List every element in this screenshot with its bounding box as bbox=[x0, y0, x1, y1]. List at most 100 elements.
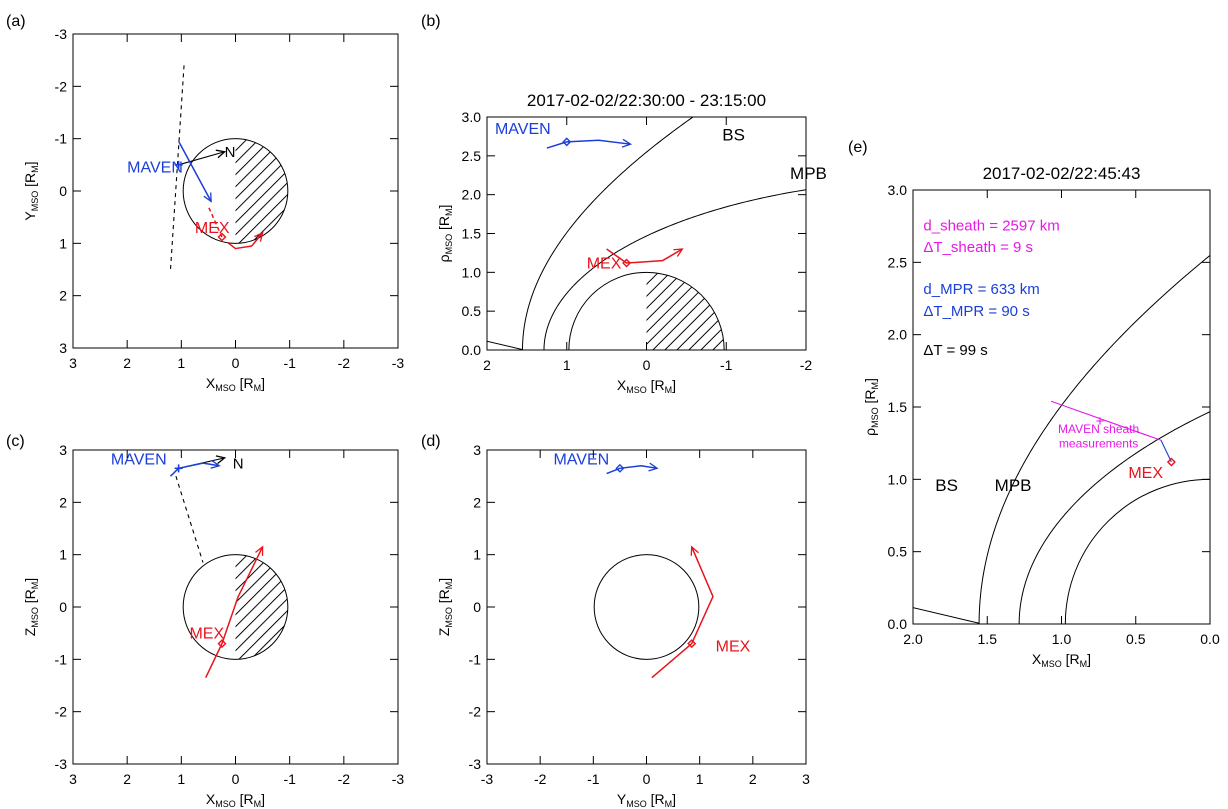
x-axis-label: XMSO [RM] bbox=[206, 791, 265, 809]
maven-label: MAVEN bbox=[127, 160, 183, 177]
x-tick-label: -2 bbox=[338, 355, 351, 371]
hatch-line bbox=[335, 139, 440, 244]
x-tick-label: -3 bbox=[392, 771, 405, 787]
x-tick-label: 0.0 bbox=[1200, 631, 1220, 647]
y-tick-label: 0 bbox=[59, 183, 67, 199]
hatch-line bbox=[238, 554, 288, 660]
maven-label: MAVEN bbox=[553, 452, 609, 469]
north-vector-arrowhead bbox=[215, 149, 227, 159]
y-tick-label: -3 bbox=[55, 756, 68, 772]
x-tick-label: 2 bbox=[123, 771, 131, 787]
annotation-text: N bbox=[233, 455, 244, 472]
hatch-line bbox=[235, 138, 288, 244]
y-tick-label: 3 bbox=[59, 340, 67, 356]
hatch-line bbox=[646, 272, 707, 350]
x-tick-label: 0.5 bbox=[1126, 631, 1146, 647]
info-text-line: d_sheath = 2597 km bbox=[923, 218, 1059, 235]
y-tick-label: 0.5 bbox=[462, 303, 482, 319]
x-tick-label: 2.0 bbox=[903, 631, 923, 647]
boundary-label-bs: BS bbox=[722, 125, 745, 144]
mex-arrowhead bbox=[673, 248, 684, 257]
x-tick-label: -2 bbox=[534, 771, 547, 787]
annotation-text: N bbox=[225, 144, 236, 161]
hatch-line bbox=[235, 138, 288, 244]
mex-trajectory bbox=[606, 248, 683, 264]
mex-projection-line bbox=[207, 206, 223, 238]
maven-arrowhead bbox=[648, 462, 659, 472]
mex-arrowhead bbox=[254, 231, 264, 242]
y-tick-label: -3 bbox=[469, 756, 482, 772]
hatch-line bbox=[299, 555, 404, 660]
y-tick-label: 1 bbox=[473, 547, 481, 563]
north-vector-line bbox=[178, 151, 225, 166]
y-tick-label: 1.0 bbox=[888, 471, 908, 487]
info-text-line: ΔT_sheath = 9 s bbox=[923, 239, 1033, 256]
mex-label: MEX bbox=[195, 220, 230, 237]
hatch-line bbox=[235, 554, 288, 660]
x-axis-label: XMSO [RM] bbox=[617, 377, 676, 395]
hatch-line bbox=[335, 555, 440, 660]
maven-trajectory bbox=[546, 139, 631, 149]
maven-label: MAVEN bbox=[495, 121, 551, 138]
chart-title: 2017-02-02/22:30:00 - 23:15:00 bbox=[527, 91, 766, 110]
dashed-guide-line bbox=[175, 476, 204, 563]
mex-label: MEX bbox=[1128, 465, 1163, 482]
x-axis-label: XMSO [RM] bbox=[1032, 651, 1091, 669]
y-tick-label: 2.5 bbox=[888, 254, 908, 270]
x-tick-label: 2 bbox=[483, 357, 491, 373]
plot-frame bbox=[486, 449, 807, 765]
x-tick-label: 3 bbox=[69, 771, 77, 787]
hatch-line bbox=[235, 554, 284, 660]
x-tick-label: 0 bbox=[232, 771, 240, 787]
y-tick-label: 1.0 bbox=[462, 264, 482, 280]
plot-area bbox=[169, 65, 440, 270]
boundary-label-bs: BS bbox=[935, 476, 958, 495]
planet-outline bbox=[182, 554, 289, 660]
x-tick-label: -1 bbox=[720, 357, 733, 373]
y-tick-label: 3 bbox=[473, 442, 481, 458]
y-tick-label: 2.0 bbox=[462, 187, 482, 203]
x-tick-label: -2 bbox=[800, 357, 813, 373]
distance-segment bbox=[1160, 440, 1172, 463]
y-axis-label: ρMSO [RM] bbox=[862, 378, 880, 436]
plot-area bbox=[169, 457, 440, 678]
maven-arrowhead bbox=[621, 138, 633, 148]
x-tick-label: 1.0 bbox=[1052, 631, 1072, 647]
chart-title: 2017-02-02/22:45:43 bbox=[983, 164, 1141, 183]
x-tick-label: 1 bbox=[177, 771, 185, 787]
panel-label: (e) bbox=[848, 139, 868, 156]
mex-label: MEX bbox=[587, 255, 622, 272]
y-tick-label: 2 bbox=[473, 494, 481, 510]
x-tick-label: -3 bbox=[481, 771, 494, 787]
y-tick-label: 0.0 bbox=[888, 616, 908, 632]
panel-label: (b) bbox=[421, 13, 441, 30]
planet-outline bbox=[182, 138, 289, 244]
x-tick-label: -1 bbox=[283, 771, 296, 787]
mex-arrowhead bbox=[255, 545, 264, 556]
maven-position-marker bbox=[615, 463, 625, 473]
mex-position-marker bbox=[1166, 457, 1176, 467]
mex-position-marker bbox=[687, 639, 697, 649]
panel-c: (c) MAVEN MEX N 3 2 1 0 -1 -2 -3 -3 -2 -1 0 1 2 3 XMSO [RM… bbox=[6, 433, 440, 809]
hatch-line bbox=[646, 272, 719, 350]
y-tick-label: -1 bbox=[469, 651, 482, 667]
maven-position-marker bbox=[562, 137, 572, 147]
y-tick-label: 1 bbox=[59, 235, 67, 251]
mex-label: MEX bbox=[189, 625, 224, 642]
y-tick-label: 2.0 bbox=[888, 327, 908, 343]
y-tick-label: -1 bbox=[55, 651, 68, 667]
panel-a: (a) MAVEN MEX N 3 2 1 0 -1 -2 -3 -3 -2 -1 0 1 2 3 XMSO [RM… bbox=[6, 13, 440, 393]
hatch-line bbox=[235, 554, 288, 660]
maven-arrowhead bbox=[210, 460, 221, 469]
y-axis-label: ZMSO [RM] bbox=[22, 578, 40, 636]
hatch-line bbox=[646, 272, 695, 350]
x-axis-label: YMSO [RM] bbox=[617, 791, 676, 809]
panel-e: (e) 2017-02-02/22:45:43 BS MPB MEX MAVEN shea… bbox=[848, 139, 1220, 669]
panel-label: (c) bbox=[6, 433, 25, 450]
y-axis-label: YMSO [RM] bbox=[22, 161, 40, 220]
plot-area bbox=[913, 254, 1210, 624]
panel-label: (d) bbox=[421, 433, 441, 450]
y-tick-label: 0.5 bbox=[888, 544, 908, 560]
hatch-line bbox=[250, 138, 288, 244]
